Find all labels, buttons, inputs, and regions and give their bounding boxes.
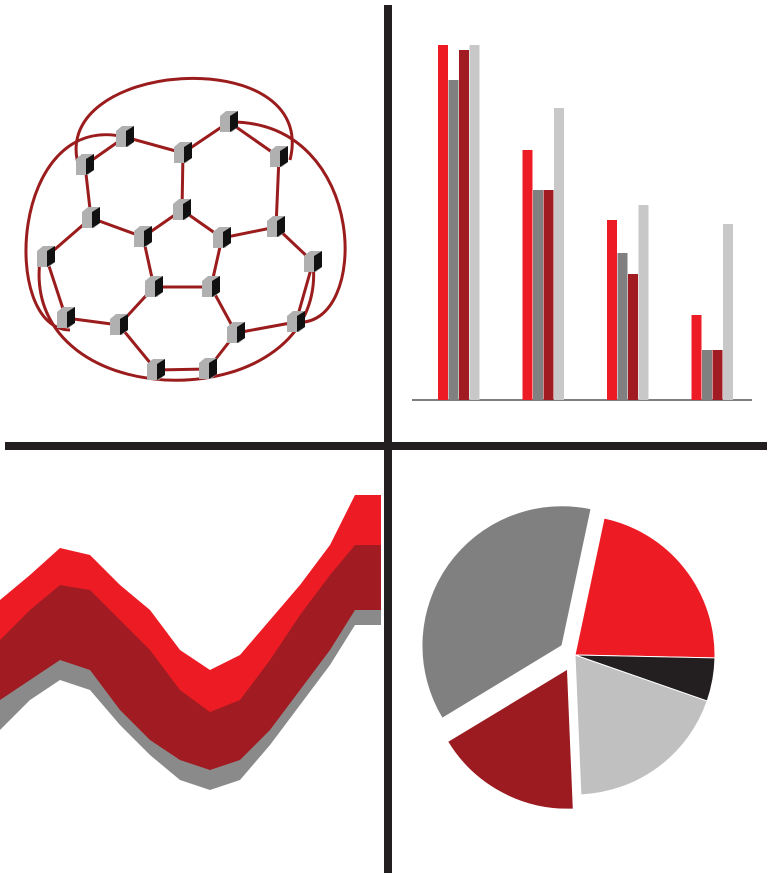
pie-chart <box>421 505 716 810</box>
outer-loop <box>24 133 126 332</box>
bar <box>723 224 733 400</box>
bar <box>554 108 564 400</box>
bar <box>617 253 628 400</box>
node-side <box>184 142 192 163</box>
pie-slice <box>421 505 592 719</box>
edge <box>274 156 281 228</box>
node-side <box>314 251 322 272</box>
pie-slice <box>447 668 574 810</box>
node-side <box>86 154 94 175</box>
bar <box>702 350 712 400</box>
node-side <box>212 276 220 297</box>
node-side <box>223 227 231 248</box>
node-side <box>297 311 305 332</box>
node-side <box>155 276 163 297</box>
bar <box>438 45 448 400</box>
bar <box>533 190 543 400</box>
bar <box>448 80 459 400</box>
horizontal-divider <box>5 442 767 450</box>
vertical-divider <box>384 5 392 873</box>
node-side <box>126 126 134 147</box>
bar <box>469 45 480 400</box>
bar <box>607 220 617 400</box>
edge <box>124 135 184 155</box>
bar <box>691 315 702 400</box>
bar-chart <box>412 45 752 401</box>
bar <box>522 150 533 400</box>
network-diagram <box>24 76 347 382</box>
outer-loop <box>74 76 294 171</box>
node-side <box>230 111 238 132</box>
node-side <box>209 358 217 379</box>
area <box>0 625 381 873</box>
edge <box>235 320 297 335</box>
node-side <box>280 146 288 167</box>
node-side <box>237 322 245 343</box>
node-side <box>144 226 152 247</box>
pie-slice <box>574 654 708 796</box>
node-side <box>67 307 75 328</box>
bar <box>628 274 638 400</box>
node-side <box>47 246 55 267</box>
node-side <box>92 207 100 228</box>
node-side <box>277 216 285 237</box>
bar <box>638 205 649 400</box>
node-side <box>120 314 128 335</box>
pie-slice <box>574 517 716 659</box>
area-chart <box>0 495 381 873</box>
bar <box>543 190 554 400</box>
node-side <box>157 359 165 380</box>
outer-loop <box>228 120 347 324</box>
node-side <box>183 199 191 220</box>
bar <box>712 350 723 400</box>
bar <box>459 50 469 400</box>
